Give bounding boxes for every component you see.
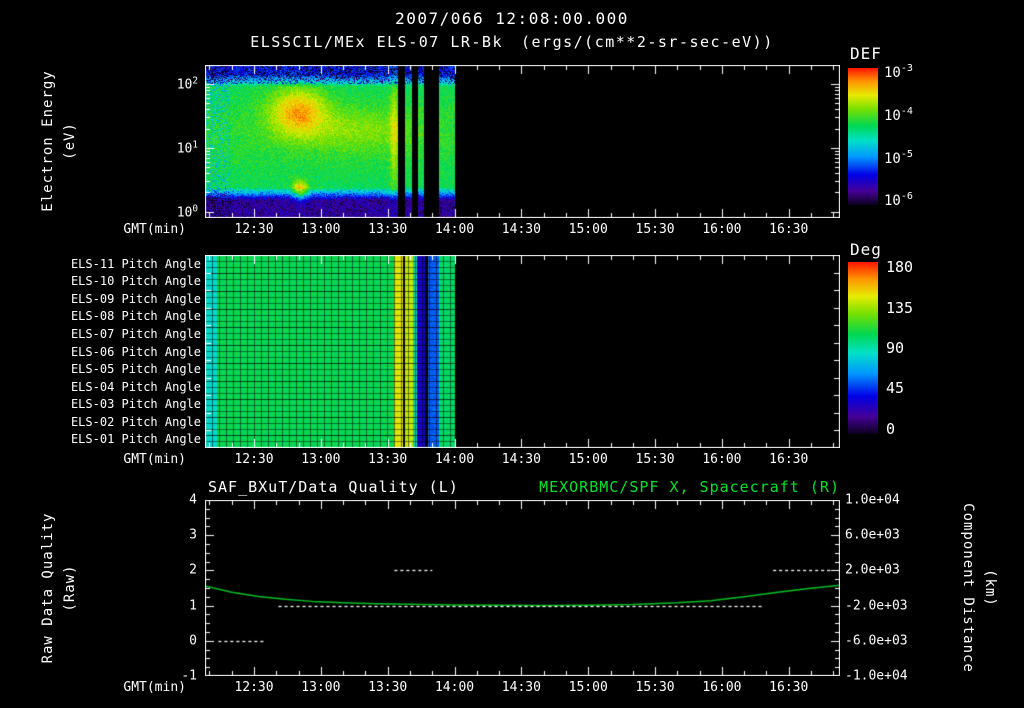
energy-axis-units: (eV) bbox=[62, 122, 78, 160]
pitch-angle-canvas bbox=[205, 255, 840, 448]
x-axis-title-p2: GMT(min) bbox=[123, 452, 186, 467]
x-tick-label-p3: 15:30 bbox=[635, 680, 675, 695]
pitch-row-label: ELS-11 Pitch Angle bbox=[70, 256, 201, 271]
x-tick-label-p2: 15:30 bbox=[635, 452, 675, 467]
def-colorbar-tick: 10-4 bbox=[884, 105, 913, 124]
quality-y-tick-label: 2 bbox=[189, 562, 197, 578]
pitch-row-label: ELS-04 Pitch Angle bbox=[70, 379, 201, 394]
x-tick-label-p1: 14:00 bbox=[434, 222, 475, 237]
x-tick-label-p1: 13:00 bbox=[301, 222, 341, 237]
x-tick-label-p2: 14:00 bbox=[434, 452, 475, 467]
distance-y-tick-label: 2.0e+03 bbox=[845, 562, 900, 578]
x-tick-label-p2: 16:30 bbox=[769, 452, 809, 467]
x-tick-label-p3: 13:30 bbox=[368, 680, 408, 695]
def-colorbar bbox=[848, 68, 878, 205]
quality-y-tick-label: 0 bbox=[189, 633, 197, 649]
deg-colorbar-tick: 180 bbox=[886, 258, 914, 277]
bottom-left-title: SAF_BXuT/Data Quality (L) bbox=[208, 478, 459, 496]
quality-y-tick-label: 1 bbox=[189, 598, 197, 614]
plot-title: ELSSCIL/MEx ELS-07 LR-Bk (ergs/(cm**2-sr-… bbox=[0, 33, 1024, 51]
distance-axis-title: Component Distance bbox=[960, 503, 976, 673]
distance-y-tick-label: -2.0e+03 bbox=[845, 598, 908, 614]
quality-y-tick-label: 4 bbox=[189, 492, 197, 508]
energy-y-tick-label: 100 bbox=[176, 202, 198, 221]
deg-colorbar-title: Deg bbox=[850, 240, 882, 259]
x-tick-label-p1: 15:00 bbox=[568, 222, 608, 237]
energy-y-tick-label: 101 bbox=[176, 139, 198, 157]
distance-axis-units: (km) bbox=[982, 569, 998, 607]
distance-y-tick-label: 1.0e+04 bbox=[845, 492, 900, 508]
pitch-row-label: ELS-08 Pitch Angle bbox=[70, 309, 201, 324]
quality-axis-title: Raw Data Quality bbox=[40, 512, 56, 664]
x-tick-label-p2: 16:00 bbox=[702, 452, 742, 467]
x-tick-label-p2: 12:30 bbox=[234, 452, 274, 467]
x-tick-label-p3: 16:00 bbox=[702, 680, 742, 695]
pitch-row-label: ELS-10 Pitch Angle bbox=[70, 274, 201, 289]
quality-distance-canvas bbox=[205, 500, 840, 676]
x-tick-label-p1: 13:30 bbox=[368, 222, 408, 237]
energy-spectrogram-canvas bbox=[205, 65, 840, 218]
x-axis-title-p1: GMT(min) bbox=[123, 222, 186, 237]
pitch-row-label: ELS-01 Pitch Angle bbox=[70, 432, 201, 447]
x-tick-label-p1: 16:30 bbox=[769, 222, 809, 237]
x-tick-label-p1: 12:30 bbox=[234, 222, 274, 237]
quality-y-tick-label: 3 bbox=[189, 527, 197, 543]
x-tick-label-p3: 13:00 bbox=[301, 680, 341, 695]
deg-colorbar-tick: 90 bbox=[886, 339, 905, 357]
units-label: (ergs/(cm**2-sr-sec-eV)) bbox=[521, 33, 774, 51]
x-tick-label-p3: 16:30 bbox=[769, 680, 809, 695]
x-axis-title-p3: GMT(min) bbox=[123, 680, 186, 695]
pitch-row-label: ELS-05 Pitch Angle bbox=[70, 362, 201, 377]
pitch-row-label: ELS-09 Pitch Angle bbox=[70, 291, 201, 306]
quality-y-tick-label: -1 bbox=[181, 668, 197, 684]
quality-axis-units: (Raw) bbox=[62, 564, 78, 612]
distance-y-tick-label: -6.0e+03 bbox=[845, 633, 908, 649]
pitch-row-label: ELS-03 Pitch Angle bbox=[70, 397, 201, 412]
energy-axis-title: Electron Energy bbox=[40, 70, 56, 212]
bottom-right-title: MEXORBMC/SPF X, Spacecraft (R) bbox=[539, 478, 840, 496]
def-colorbar-tick: 10-3 bbox=[884, 63, 913, 81]
def-colorbar-tick: 10-6 bbox=[884, 191, 913, 210]
deg-colorbar-tick: 0 bbox=[886, 419, 896, 438]
pitch-row-label: ELS-07 Pitch Angle bbox=[70, 326, 201, 341]
x-tick-label-p1: 15:30 bbox=[635, 222, 675, 237]
deg-colorbar bbox=[848, 262, 878, 434]
x-tick-label-p3: 15:00 bbox=[568, 680, 608, 695]
x-tick-label-p2: 13:30 bbox=[368, 452, 408, 467]
instrument-title: ELSSCIL/MEx ELS-07 LR-Bk bbox=[250, 33, 503, 51]
x-tick-label-p1: 14:30 bbox=[501, 222, 541, 237]
x-tick-label-p3: 14:30 bbox=[501, 680, 541, 695]
x-tick-label-p3: 12:30 bbox=[234, 680, 274, 695]
distance-y-tick-label: 6.0e+03 bbox=[845, 527, 900, 543]
distance-y-tick-label: -1.0e+04 bbox=[845, 668, 908, 684]
x-tick-label-p3: 14:00 bbox=[434, 680, 475, 695]
deg-colorbar-tick: 45 bbox=[886, 379, 905, 398]
def-colorbar-tick: 10-5 bbox=[884, 148, 913, 167]
energy-y-tick-label: 102 bbox=[176, 75, 198, 93]
x-tick-label-p2: 13:00 bbox=[301, 452, 341, 467]
x-tick-label-p2: 14:30 bbox=[501, 452, 541, 467]
timestamp-title: 2007/066 12:08:00.000 bbox=[395, 9, 629, 28]
x-tick-label-p2: 15:00 bbox=[568, 452, 608, 467]
pitch-row-label: ELS-06 Pitch Angle bbox=[70, 344, 201, 359]
deg-colorbar-tick: 135 bbox=[886, 298, 914, 317]
def-colorbar-title: DEF bbox=[850, 44, 882, 63]
pitch-row-label: ELS-02 Pitch Angle bbox=[70, 414, 201, 429]
x-tick-label-p1: 16:00 bbox=[702, 222, 742, 237]
